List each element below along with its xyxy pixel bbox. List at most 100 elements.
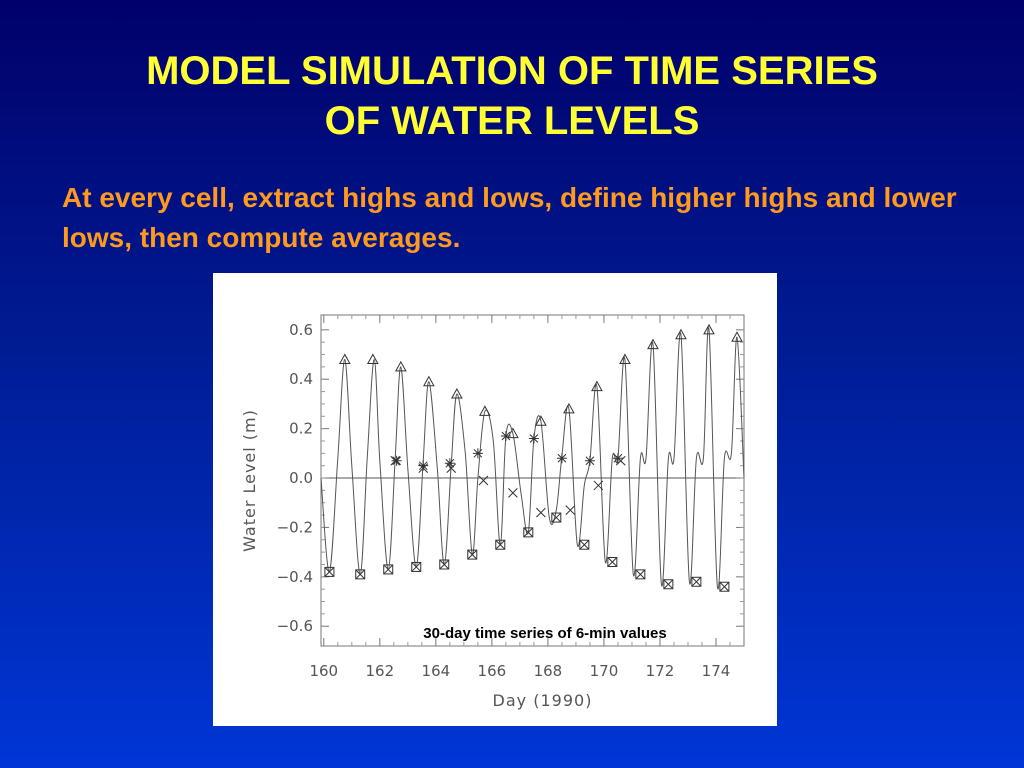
low-marker-boxed-x xyxy=(551,512,562,523)
low-marker-box xyxy=(691,576,702,587)
low-marker-boxed-x xyxy=(691,576,702,587)
low-marker-box xyxy=(383,564,394,575)
high-marker-triangle xyxy=(479,405,491,416)
low-marker-cross xyxy=(467,549,478,560)
high-marker-triangle xyxy=(507,427,519,439)
slide-subtitle: At every cell, extract highs and lows, d… xyxy=(62,182,957,253)
y-tick-label: −0.4 xyxy=(277,568,313,586)
x-tick-label: 164 xyxy=(422,662,451,680)
low-marker-box xyxy=(523,527,534,538)
low-marker-box xyxy=(439,559,450,570)
chart-annotation: 30-day time series of 6-min values xyxy=(423,625,666,642)
low-marker-box xyxy=(635,569,646,580)
secondary-low-marker-x xyxy=(508,487,518,498)
low-marker-boxed-x xyxy=(663,579,674,590)
low-marker-cross xyxy=(439,559,450,570)
y-tick-label: 0.4 xyxy=(289,370,313,388)
low-marker-cross xyxy=(691,576,702,587)
x-tick-label: 160 xyxy=(309,662,338,680)
y-tick-label: 0.6 xyxy=(289,321,313,339)
secondary-low-marker-x xyxy=(536,507,546,518)
low-marker-boxed-x xyxy=(324,566,335,577)
x-tick-label: 168 xyxy=(534,662,563,680)
high-marker-triangle xyxy=(451,388,463,399)
low-marker-boxed-x xyxy=(495,539,506,550)
low-marker-cross xyxy=(383,564,394,575)
high-marker-triangle xyxy=(423,375,435,387)
secondary-high-marker-star xyxy=(528,433,539,444)
low-marker-boxed-x xyxy=(411,561,422,572)
secondary-high-marker-star xyxy=(472,448,483,459)
low-marker-cross xyxy=(719,581,730,592)
low-marker-boxed-x xyxy=(579,539,590,550)
low-marker-box xyxy=(467,549,478,560)
low-marker-box xyxy=(411,561,422,572)
low-marker-cross xyxy=(523,527,534,538)
low-marker-box xyxy=(495,539,506,550)
secondary-high-marker-star xyxy=(444,458,455,469)
high-marker-triangle xyxy=(394,360,407,372)
secondary-low-marker-x xyxy=(478,475,489,486)
high-marker-triangle xyxy=(366,353,379,364)
low-marker-boxed-x xyxy=(355,569,366,580)
secondary-low-marker-x xyxy=(446,463,457,474)
x-tick-label: 162 xyxy=(366,662,395,680)
x-tick-label: 170 xyxy=(590,662,619,680)
x-tick-label: 172 xyxy=(646,662,675,680)
x-tick-label: 174 xyxy=(702,662,731,680)
high-marker-triangle xyxy=(535,415,547,426)
y-tick-label: 0.2 xyxy=(289,420,313,438)
low-marker-cross xyxy=(411,562,422,572)
high-marker-triangle xyxy=(591,380,603,392)
x-tick-label: 166 xyxy=(478,662,507,680)
low-marker-box xyxy=(355,569,366,580)
secondary-high-marker-star xyxy=(556,453,567,464)
high-marker-triangle xyxy=(563,402,575,414)
low-marker-cross xyxy=(324,567,335,577)
y-tick-label: 0.0 xyxy=(289,469,313,487)
high-marker-triangle xyxy=(619,353,631,364)
low-marker-box xyxy=(551,512,562,523)
secondary-high-marker-star xyxy=(391,455,402,466)
secondary-low-marker-x xyxy=(615,455,626,466)
secondary-low-marker-x xyxy=(565,505,576,515)
low-marker-boxed-x xyxy=(467,549,478,560)
y-tick-label: −0.6 xyxy=(277,617,313,635)
high-marker-triangle xyxy=(675,328,687,340)
low-marker-box xyxy=(663,579,674,590)
x-axis-label: Day (1990) xyxy=(493,691,593,710)
water-level-line xyxy=(320,326,745,590)
low-marker-boxed-x xyxy=(607,557,618,568)
secondary-high-marker-star xyxy=(418,460,429,471)
secondary-low-marker-x xyxy=(418,463,429,474)
high-marker-triangle xyxy=(731,331,743,342)
low-marker-cross xyxy=(355,569,366,580)
low-marker-box xyxy=(719,581,730,592)
slide-title: MODEL SIMULATION OF TIME SERIES OF WATER… xyxy=(0,46,1024,146)
secondary-low-marker-x xyxy=(593,480,604,491)
y-tick-label: −0.2 xyxy=(277,518,313,536)
secondary-high-marker-star xyxy=(584,455,595,466)
slide-title-line-2: OF WATER LEVELS xyxy=(324,99,700,143)
low-marker-boxed-x xyxy=(439,559,450,570)
low-marker-boxed-x xyxy=(635,569,646,580)
low-marker-box xyxy=(324,566,335,577)
chart-figure: 0.6 0.4 0.2 0.0 −0.2 −0.4 −0.6 160 162 164 166 168 1… xyxy=(213,273,777,726)
low-marker-cross xyxy=(551,512,562,523)
water-level-chart: 0.6 0.4 0.2 0.0 −0.2 −0.4 −0.6 160 162 164 166 168 1… xyxy=(240,314,745,710)
low-marker-boxed-x xyxy=(719,581,730,592)
low-marker-cross xyxy=(495,539,506,550)
low-marker-box xyxy=(579,539,590,550)
low-marker-cross xyxy=(635,569,646,580)
low-marker-box xyxy=(607,557,618,568)
secondary-low-marker-x xyxy=(390,455,401,466)
high-marker-triangle xyxy=(703,323,715,335)
slide-title-line-1: MODEL SIMULATION OF TIME SERIES xyxy=(146,49,878,93)
high-marker-triangle xyxy=(338,353,351,364)
low-marker-cross xyxy=(579,539,590,550)
high-marker-triangle xyxy=(647,338,659,350)
plot-frame xyxy=(320,314,745,647)
low-marker-boxed-x xyxy=(383,564,394,575)
low-marker-cross xyxy=(663,579,674,590)
secondary-high-marker-star xyxy=(500,431,511,442)
